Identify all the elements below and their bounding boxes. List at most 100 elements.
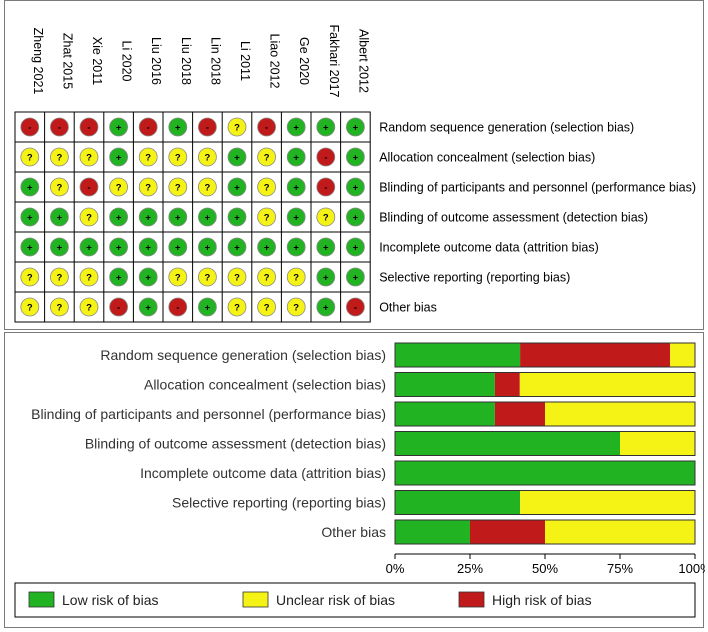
judgement-symbol: ? [264, 153, 270, 164]
judgement-high-mark [79, 177, 99, 197]
judgement-low-mark [138, 207, 158, 227]
bar-segment-high [470, 520, 545, 544]
judgement-unclear-mark [197, 177, 217, 197]
judgement-low-mark [286, 147, 306, 167]
judgement-symbol: + [353, 153, 359, 164]
judgement-low-mark [138, 237, 158, 257]
judgement-symbol: + [86, 243, 92, 254]
bar-outline [394, 460, 696, 486]
category-label: Incomplete outcome data (attrition bias) [140, 465, 386, 481]
bar-outline [394, 401, 696, 427]
risk-of-bias-summary-panel: Zheng 2021 Zhat 2015 Xie 2011 Li 2020 Liu 20… [4, 0, 704, 330]
judgement-symbol: - [28, 123, 31, 134]
judgement-unclear-mark [79, 267, 99, 287]
bar-segment-unclear [670, 343, 695, 367]
judgement-unclear-mark [257, 177, 277, 197]
judgement-low-mark [345, 177, 365, 197]
x-axis-tick-label: 75% [607, 561, 633, 576]
study-label: Xie 2011 [90, 37, 104, 85]
bar-segment-unclear [545, 402, 695, 426]
judgement-symbol: + [205, 303, 211, 314]
judgement-symbol: ? [145, 183, 151, 194]
judgement-unclear-mark [79, 207, 99, 227]
domain-label: Selective reporting (reporting bias) [379, 271, 570, 285]
bar-outline [394, 431, 696, 456]
study-label: Liu 2016 [149, 37, 163, 85]
bar-segment-low [395, 490, 521, 515]
bar-segment-high [494, 402, 545, 426]
judgement-symbol: ? [293, 303, 299, 314]
judgement-low-mark [316, 297, 336, 317]
judgement-symbol: + [353, 213, 359, 224]
judgement-symbol: - [147, 123, 150, 134]
legend-label-high: High risk of bias [492, 592, 592, 608]
judgement-high-mark [20, 117, 40, 137]
judgement-unclear-mark [50, 297, 69, 317]
judgement-symbol: + [234, 213, 240, 224]
judgement-low-mark [20, 237, 40, 257]
judgement-symbol: - [324, 183, 327, 194]
judgement-symbol: ? [234, 123, 240, 134]
bar-segment-high [494, 372, 520, 397]
judgement-symbol: + [264, 243, 270, 254]
judgement-symbol: + [27, 243, 33, 254]
domain-label: Random sequence generation (selection bi… [379, 121, 634, 135]
judgement-symbol: ? [175, 153, 181, 164]
judgement-symbol: ? [264, 273, 270, 284]
judgement-symbol: + [205, 213, 211, 224]
judgement-low-mark [197, 237, 217, 257]
judgement-symbol: + [293, 123, 299, 134]
judgement-symbol: + [353, 273, 359, 284]
judgement-low-mark [109, 117, 128, 137]
judgement-unclear-mark [138, 147, 158, 167]
bar-segment-high [520, 343, 671, 367]
judgement-symbol: ? [27, 303, 33, 314]
judgement-unclear-mark [257, 297, 277, 317]
study-label: Liu 2018 [179, 37, 193, 85]
judgement-unclear-mark [227, 267, 247, 287]
judgement-low-mark [227, 207, 247, 227]
judgement-unclear-mark [286, 267, 306, 287]
judgement-symbol: ? [116, 183, 122, 194]
judgement-low-mark [286, 117, 306, 137]
judgement-symbol: ? [86, 273, 92, 284]
bar-segment-low [395, 520, 470, 544]
domain-label: Allocation concealment (selection bias) [379, 151, 595, 165]
judgement-unclear-mark [50, 147, 69, 167]
judgement-low-mark [286, 207, 306, 227]
judgement-unclear-mark [197, 267, 217, 287]
judgement-symbol: + [145, 243, 151, 254]
judgement-symbol: ? [27, 273, 33, 284]
judgement-symbol: ? [204, 273, 210, 284]
judgement-symbol: ? [323, 213, 329, 224]
domain-label: Blinding of participants and personnel (… [379, 181, 696, 195]
judgement-low-mark [197, 297, 217, 317]
study-label: Fakhari 2017 [327, 25, 341, 98]
judgement-symbol: ? [27, 153, 33, 164]
study-label: Liao 2012 [268, 34, 282, 89]
judgement-low-mark [227, 177, 247, 197]
legend-label-low: Low risk of bias [62, 592, 158, 608]
judgement-high-mark [197, 117, 217, 137]
bar-segment-unclear [620, 431, 695, 456]
judgement-symbol: ? [56, 303, 62, 314]
judgement-high-mark [109, 297, 128, 317]
legend-swatch-unclear [242, 591, 269, 608]
judgement-unclear-mark [109, 177, 128, 197]
judgement-unclear-mark [286, 297, 306, 317]
judgement-unclear-mark [227, 117, 247, 137]
judgement-symbol: + [57, 213, 63, 224]
judgement-high-mark [316, 147, 336, 167]
judgement-symbol: ? [264, 183, 270, 194]
judgement-low-mark [109, 267, 128, 287]
judgement-unclear-mark [20, 147, 40, 167]
judgement-symbol: - [354, 303, 357, 314]
x-axis-tick-label: 0% [386, 561, 405, 576]
judgement-unclear-mark [168, 267, 188, 287]
legend-label-unclear: Unclear risk of bias [276, 592, 395, 608]
category-label: Selective reporting (reporting bias) [172, 495, 386, 511]
judgement-symbol: ? [56, 153, 62, 164]
judgement-symbol: + [353, 243, 359, 254]
study-label: Zheng 2021 [31, 28, 45, 95]
judgement-symbol: + [145, 303, 151, 314]
